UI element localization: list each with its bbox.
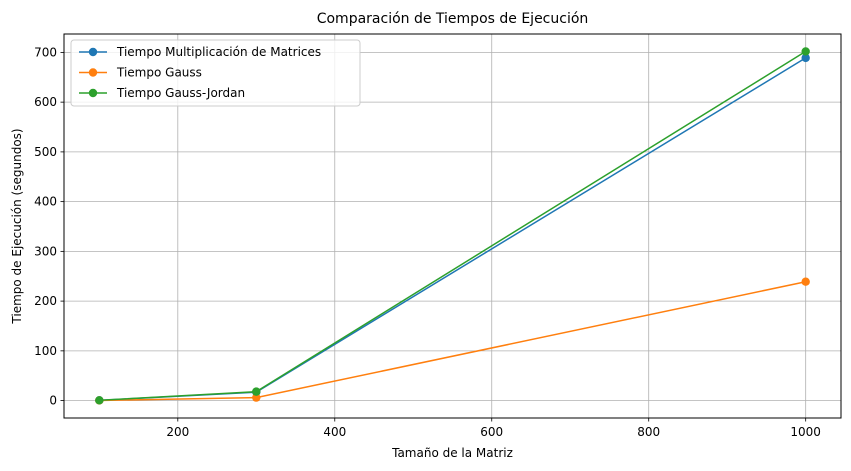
grid-lines bbox=[64, 34, 841, 418]
x-tick-label: 400 bbox=[323, 425, 346, 439]
data-point bbox=[801, 47, 810, 56]
chart-title: Comparación de Tiempos de Ejecución bbox=[317, 11, 589, 27]
plot-frame bbox=[63, 33, 842, 419]
y-axis-label: Tiempo de Ejecución (segundos) bbox=[10, 128, 24, 324]
data-point bbox=[95, 396, 104, 405]
x-tick-label: 800 bbox=[637, 425, 660, 439]
x-tick-label: 600 bbox=[480, 425, 503, 439]
legend-marker bbox=[88, 88, 98, 98]
series-lines bbox=[95, 47, 810, 405]
legend-box bbox=[70, 39, 361, 107]
y-tick-label: 100 bbox=[34, 344, 57, 358]
series-3 bbox=[95, 47, 810, 405]
x-tick-label: 200 bbox=[166, 425, 189, 439]
data-point bbox=[801, 53, 810, 63]
legend-marker bbox=[88, 68, 98, 77]
data-point bbox=[252, 387, 261, 396]
legend: Tiempo Multiplicación de Matrices Tiempo … bbox=[70, 39, 361, 107]
y-tick-label: 600 bbox=[34, 95, 57, 109]
y-tick-label: 300 bbox=[34, 244, 57, 258]
x-tick-label: 1000 bbox=[790, 425, 821, 439]
y-tick-label: 200 bbox=[34, 294, 57, 308]
axis-ticks: 200 400 600 800 1000 0 100 200 300 400 500 600 700 bbox=[34, 45, 821, 439]
y-tick-label: 500 bbox=[34, 145, 57, 159]
legend-label: Tiempo Gauss bbox=[116, 66, 202, 80]
y-tick-label: 400 bbox=[34, 195, 57, 209]
data-point bbox=[252, 393, 261, 402]
legend-label: Tiempo Multiplicación de Matrices bbox=[116, 45, 321, 59]
legend-marker bbox=[88, 47, 98, 57]
y-tick-label: 0 bbox=[49, 394, 57, 408]
y-tick-label: 700 bbox=[34, 45, 57, 59]
legend-label: Tiempo Gauss-Jordan bbox=[116, 86, 245, 100]
x-axis-label: Tamaño de la Matriz bbox=[391, 446, 513, 460]
data-point bbox=[801, 277, 810, 286]
